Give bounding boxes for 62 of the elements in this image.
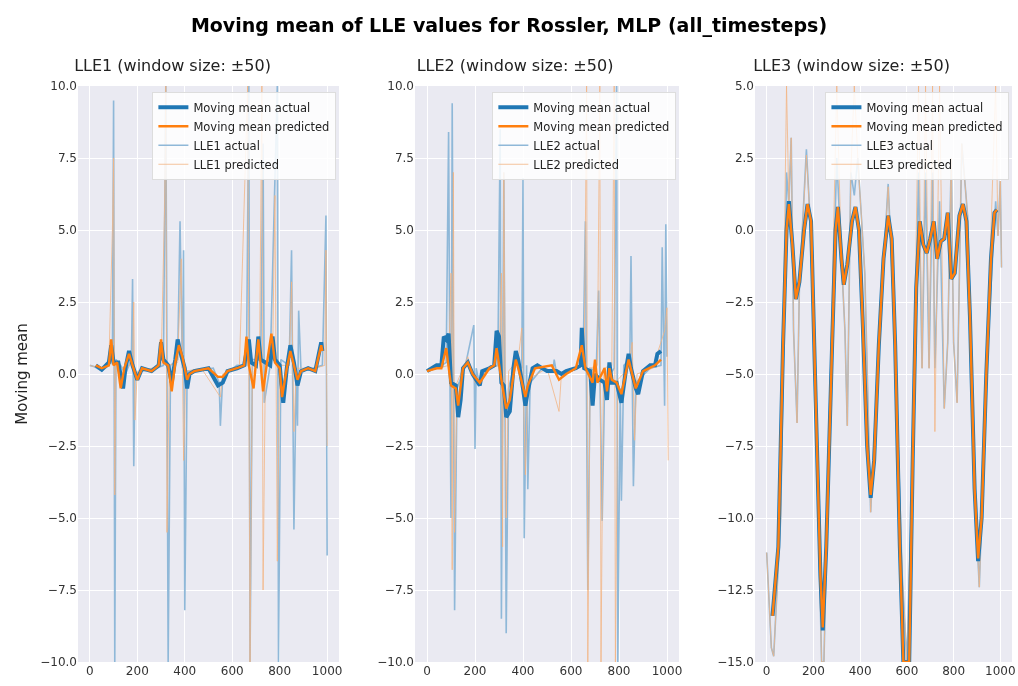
text: Moving mean of LLE values for Rossler, MLP (all_timesteps) — [190, 14, 828, 36]
y-tick-label: −2.5 — [384, 439, 414, 454]
x-tick-label: 0 — [423, 664, 431, 678]
legend-label: Moving mean predicted — [533, 119, 670, 134]
x-tick-label: 200 — [125, 664, 149, 678]
y-tick-label: 7.5 — [394, 151, 414, 166]
y-axis-title: Moving mean — [13, 323, 32, 425]
legend-label: Moving mean predicted — [193, 119, 330, 134]
x-tick-label: 800 — [268, 664, 292, 678]
x-tick-label: 600 — [895, 664, 919, 678]
y-tick-label: 7.5 — [57, 151, 77, 166]
y-tick-label: 0.0 — [394, 367, 414, 382]
x-tick-label: 1000 — [651, 664, 683, 678]
legend-label: LLE3 actual — [866, 138, 933, 153]
legend-label: Moving mean actual — [533, 100, 651, 115]
x-tick-label: 800 — [607, 664, 631, 678]
legend-label: LLE2 actual — [533, 138, 600, 153]
y-tick-label: −7.5 — [724, 439, 754, 454]
chart-title: LLE1 (window size: ±50) — [74, 55, 271, 75]
y-tick-label: 10.0 — [387, 79, 414, 94]
y-tick-label: 0.0 — [57, 367, 77, 382]
x-tick-label: 600 — [220, 664, 244, 678]
x-tick-label: 0 — [762, 664, 771, 678]
y-tick-label: −5.0 — [724, 367, 754, 382]
y-tick-label: −2.5 — [47, 439, 77, 454]
legend-label: Moving mean actual — [193, 100, 311, 115]
x-tick-label: 200 — [463, 664, 487, 678]
y-tick-label: 10.0 — [50, 79, 77, 94]
y-tick-label: 0.0 — [734, 223, 754, 238]
x-tick-label: 1000 — [311, 664, 343, 678]
y-tick-label: −5.0 — [47, 511, 77, 526]
chart-title: LLE2 (window size: ±50) — [416, 55, 614, 75]
y-tick-label: 2.5 — [734, 151, 754, 166]
y-tick-label: −5.0 — [384, 511, 414, 526]
y-tick-label: −2.5 — [724, 295, 754, 310]
x-tick-label: 600 — [559, 664, 583, 678]
x-tick-label: 200 — [801, 664, 825, 678]
y-tick-label: 5.0 — [57, 223, 77, 238]
x-tick-label: 400 — [848, 664, 872, 678]
y-tick-label: −7.5 — [384, 583, 414, 598]
x-tick-label: 400 — [511, 664, 535, 678]
y-tick-label: −10.0 — [717, 511, 754, 526]
legend-label: LLE1 actual — [193, 138, 260, 153]
chart-title: LLE3 (window size: ±50) — [753, 55, 950, 75]
y-tick-label: 5.0 — [394, 223, 414, 238]
y-tick-label: −15.0 — [717, 655, 754, 670]
y-tick-label: 2.5 — [394, 295, 414, 310]
legend-label: LLE2 predicted — [533, 157, 619, 172]
x-tick-label: 800 — [942, 664, 966, 678]
y-tick-label: 2.5 — [57, 295, 77, 310]
legend-label: Moving mean predicted — [866, 119, 1003, 134]
y-tick-label: −7.5 — [47, 583, 77, 598]
legend-label: Moving mean actual — [866, 100, 984, 115]
legend-label: LLE1 predicted — [193, 157, 279, 172]
y-tick-label: −10.0 — [40, 655, 77, 670]
legend-label: LLE3 predicted — [866, 157, 953, 172]
x-tick-label: 1000 — [985, 664, 1016, 678]
x-tick-label: 400 — [173, 664, 197, 678]
y-tick-label: −12.5 — [717, 583, 754, 598]
y-tick-label: −10.0 — [377, 655, 414, 670]
y-tick-label: 5.0 — [734, 79, 754, 94]
x-tick-label: 0 — [86, 664, 94, 678]
